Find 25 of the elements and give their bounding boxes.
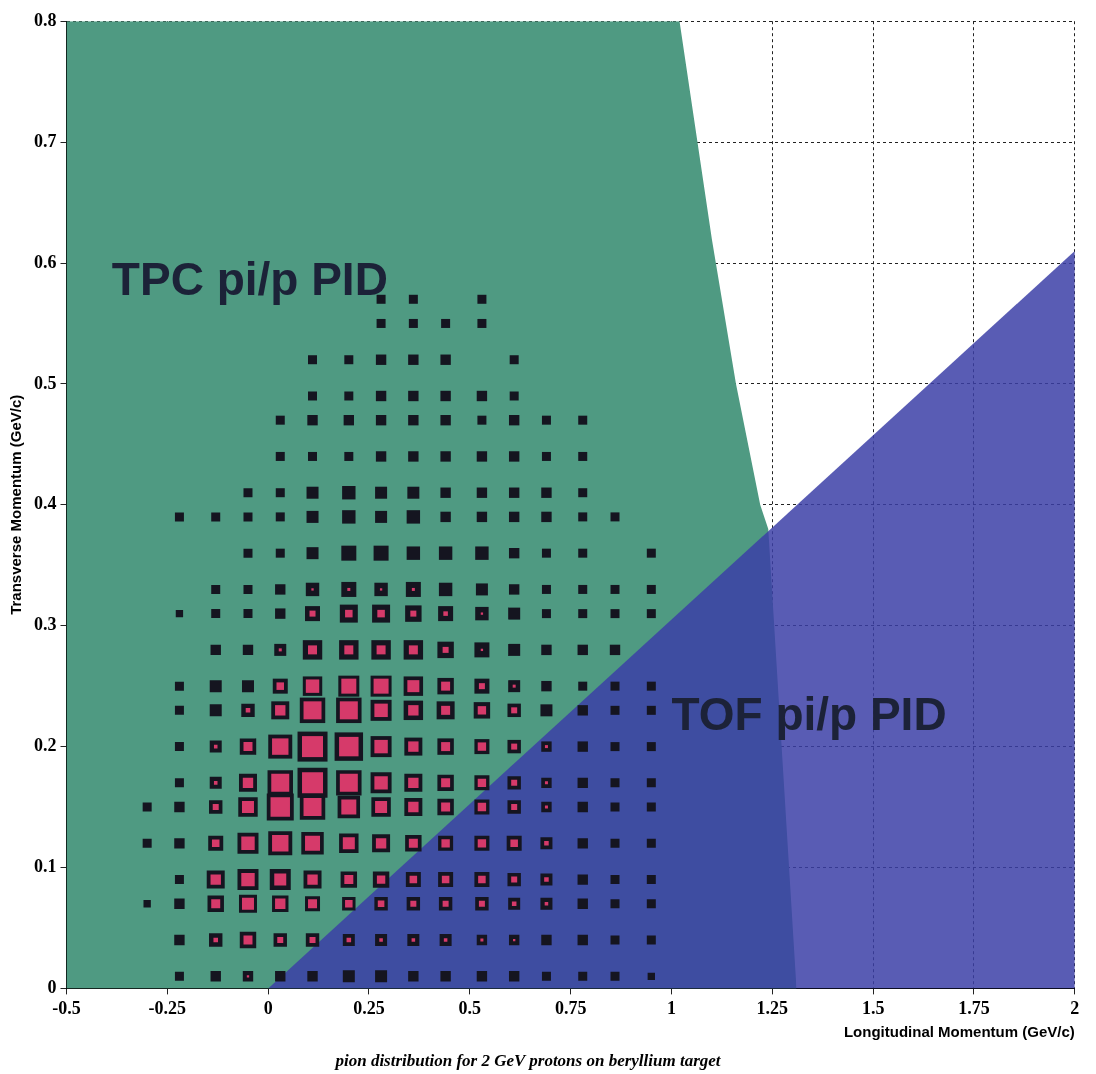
x-tick-label: 0.25 [353,997,385,1018]
y-tick-label: 0.8 [34,9,57,30]
x-tick-label: 1.25 [756,997,789,1018]
x-tick-label: 1.75 [958,997,990,1018]
y-axis-title: Transverse Momentum (GeV/c) [7,394,25,615]
x-tick-label: -0.5 [52,997,81,1018]
y-tick-label: 0.4 [34,493,57,514]
x-tick-label: 1.5 [861,997,885,1018]
y-tick-label: 0.7 [34,130,57,151]
y-tick-label: 0.3 [34,614,57,635]
y-tick-label: 0.2 [34,735,57,756]
x-tick-label: 2 [1070,997,1080,1018]
x-tick-label: 1 [666,997,676,1018]
x-tick-label: 0.5 [458,997,482,1018]
series-label: TOF pi/p PID [671,688,947,741]
y-tick-label: 0 [47,977,57,998]
y-tick-label: 0.5 [34,372,57,393]
text: pion distribution for 2 GeV protons on beryllium target [333,1050,722,1070]
x-tick-label: 0.75 [554,997,587,1018]
x-tick-label: -0.25 [148,997,187,1018]
x-tick-label: 0 [263,997,273,1018]
x-axis-title: Longitudinal Momentum (GeV/c) [843,1023,1075,1041]
series-label: TPC pi/p PID [111,253,388,306]
y-tick-label: 0.1 [34,856,57,877]
y-tick-label: 0.6 [34,251,57,272]
